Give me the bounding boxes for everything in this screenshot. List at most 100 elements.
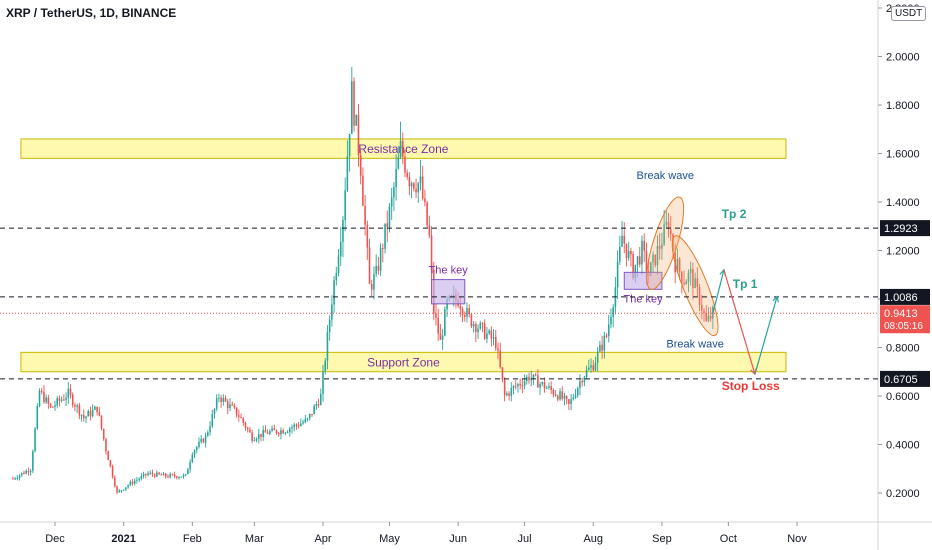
candle-body [656, 245, 659, 266]
candle-body [18, 475, 21, 478]
candle-body [461, 309, 464, 315]
candle-body [271, 428, 273, 432]
y-tick-label: 1.4000 [886, 197, 920, 209]
candle-body [623, 235, 626, 244]
candle-body [630, 250, 632, 255]
candle-body [331, 304, 333, 320]
level-label: Tp 2 [722, 207, 747, 221]
candle-body [65, 397, 67, 400]
candle-body [588, 367, 590, 370]
candle-body [424, 198, 426, 203]
candle-body [326, 332, 329, 361]
y-tick-label: 0.6000 [886, 391, 920, 403]
candle-body [357, 114, 360, 155]
candle-body [51, 406, 54, 408]
candle-body [98, 412, 101, 416]
candle-body [266, 432, 269, 434]
y-tick-label: 1.2000 [886, 246, 920, 258]
candle-body [616, 261, 619, 288]
candle-body [160, 474, 163, 476]
candle-body [689, 268, 692, 274]
x-tick-label: Dec [45, 533, 65, 545]
candle-body [156, 472, 158, 477]
candle-body [127, 485, 129, 488]
candle-body [619, 246, 621, 262]
candle-body [20, 472, 23, 476]
candle-body [700, 305, 703, 311]
candle-body [475, 324, 477, 333]
candle-body [652, 254, 654, 263]
candle-body [599, 344, 601, 352]
candle-body [579, 381, 581, 388]
zone-label: Support Zone [367, 356, 440, 370]
candle-body [709, 315, 712, 319]
candle-body [94, 406, 96, 410]
candle-body [291, 427, 293, 429]
candle-body [320, 393, 322, 405]
candle-body [215, 398, 218, 409]
candle-body [663, 224, 665, 245]
candle-body [592, 365, 595, 371]
candle-body [437, 317, 439, 334]
key-box [431, 279, 466, 305]
candle-body [439, 333, 442, 340]
candle-body [82, 414, 85, 419]
candle-body [503, 379, 506, 396]
candle-body [388, 206, 391, 227]
x-tick-label: May [379, 533, 400, 545]
candle-body [514, 386, 517, 388]
candle-body [696, 278, 699, 287]
candle-body [222, 397, 225, 402]
candle-body [253, 440, 256, 442]
candle-body [486, 333, 488, 339]
candle-body [14, 478, 16, 480]
candle-body [220, 397, 222, 402]
candle-body [284, 432, 287, 434]
candle-body [257, 433, 260, 439]
candle-body [122, 489, 125, 491]
candle-body [470, 314, 473, 327]
candle-body [286, 432, 289, 434]
key-label: The key [624, 293, 664, 305]
level-price-tag [880, 220, 930, 237]
candle-body [512, 386, 515, 388]
candle-body [306, 418, 309, 420]
candle-body [548, 386, 550, 388]
candle-body [209, 426, 211, 433]
candle-body [430, 235, 433, 270]
candle-body [441, 335, 444, 340]
candle-body [218, 397, 220, 399]
level-price-text: 1.2923 [884, 223, 918, 235]
candle-body [650, 262, 652, 277]
candle-body [162, 473, 165, 476]
candle-body [244, 422, 247, 428]
candle-body [246, 427, 249, 430]
candle-body [348, 133, 351, 157]
candle-body [149, 472, 152, 474]
candle-body [260, 433, 262, 437]
candle-body [80, 414, 83, 416]
candle-body [681, 271, 683, 283]
candle-body [191, 454, 194, 462]
candle-body [335, 272, 338, 281]
candle-body [118, 490, 121, 493]
candle-body [641, 240, 643, 265]
candle-body [539, 383, 541, 388]
candle-body [537, 375, 539, 388]
candle-body [634, 264, 637, 279]
currency-badge[interactable]: USDT [891, 6, 927, 21]
candle-body [315, 404, 318, 407]
candle-body [632, 254, 634, 279]
candle-body [669, 229, 672, 235]
candle-body [574, 395, 577, 398]
candle-body [362, 175, 364, 206]
candle-body [317, 404, 320, 406]
candle-body [497, 348, 499, 351]
candle-body [421, 176, 424, 199]
candle-body [262, 430, 265, 437]
candle-body [25, 470, 28, 474]
candle-body [311, 413, 313, 415]
candle-body [184, 474, 187, 476]
candle-body [344, 190, 346, 220]
